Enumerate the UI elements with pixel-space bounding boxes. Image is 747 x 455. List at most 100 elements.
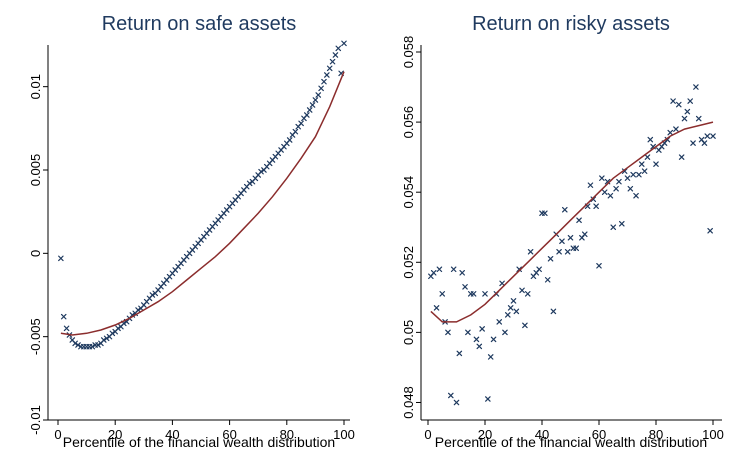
data-point-marker [304,112,310,118]
data-point-marker [433,305,440,311]
data-point-marker [607,192,614,199]
data-point-marker [318,85,324,92]
data-point-marker [456,350,463,357]
data-point-marker [516,266,523,273]
data-point-marker [326,65,333,72]
fit-line [60,71,345,336]
data-point-marker [332,52,339,58]
data-point-marker [576,217,582,224]
data-point-marker [329,58,336,65]
data-point-marker [335,45,342,52]
data-point-marker [638,161,645,167]
data-point-marker [641,168,648,174]
data-point-marker [502,329,508,336]
data-point-marker [522,322,528,329]
data-point-marker [462,284,468,290]
data-point-marker [667,129,674,136]
data-point-marker [621,168,628,174]
data-point-marker [613,185,619,192]
y-tick-label: -0.005 [28,318,43,355]
data-point-marker [536,266,542,273]
x-axis-label: Percentile of the financial wealth distr… [435,434,707,450]
data-point-marker [684,108,691,115]
data-point-marker [448,392,454,399]
data-point-marker [465,329,471,336]
data-point-marker [681,115,688,122]
data-point-marker [519,287,525,294]
x-tick-label: 20 [108,427,122,442]
data-point-marker [630,171,637,178]
data-point-marker [63,325,70,332]
data-point-marker [439,291,446,297]
data-point-marker [690,140,696,146]
data-point-marker [550,308,557,315]
data-point-marker [312,97,319,103]
data-point-marker [149,292,156,298]
data-point-marker [75,342,81,348]
chart-title: Return on risky assets [472,13,670,35]
data-point-marker [100,337,107,343]
x-tick-label: 80 [280,427,294,442]
data-point-marker [544,277,551,283]
data-point-marker [309,102,316,108]
data-point-marker [513,308,520,315]
data-point-marker [673,126,679,132]
fit-line [430,121,714,323]
data-point-marker [547,255,554,262]
data-point-marker [527,248,534,255]
data-point-marker [581,231,588,238]
data-point-marker [601,189,608,195]
data-point-marker [246,180,253,187]
y-tick-label: 0.054 [401,176,416,209]
data-point-marker [341,40,347,47]
y-tick-label: -0.01 [28,405,43,435]
data-point-marker [633,192,639,199]
data-point-marker [306,107,313,113]
data-point-marker [561,206,568,213]
data-point-marker [496,319,503,325]
data-point-marker [479,326,485,332]
data-point-marker [701,140,708,146]
data-point-marker [459,270,465,276]
y-tick-label: 0.056 [401,106,416,139]
data-point-marker [324,72,330,78]
x-tick-label: 40 [535,427,549,442]
data-point-marker [624,175,631,181]
y-tick-label: 0.048 [401,386,416,419]
data-point-marker [567,234,574,241]
data-point-marker [647,136,654,143]
y-tick-label: 0.052 [401,246,416,279]
data-point-marker [321,78,327,85]
data-point-marker [95,342,101,348]
data-point-marker [292,128,299,135]
data-point-marker [616,178,622,185]
data-point-marker [60,313,67,320]
y-tick-label: 0.01 [28,74,43,99]
y-tick-label: 0.005 [28,154,43,187]
x-tick-label: 0 [424,427,431,442]
data-point-marker [664,136,671,143]
data-point-marker [490,336,497,343]
data-point-marker [670,98,676,104]
data-point-marker [482,291,488,297]
data-point-marker [564,248,571,255]
data-point-marker [678,154,685,160]
data-point-marker [587,182,594,188]
data-point-marker [510,298,517,304]
data-point-marker [675,101,682,108]
data-point-marker [693,84,699,90]
data-point-marker [315,92,322,98]
data-point-marker [485,396,491,402]
data-point-marker [590,196,597,203]
data-point-marker [286,137,293,143]
data-point-marker [258,168,264,175]
data-point-marker [72,340,78,347]
x-tick-label: 20 [478,427,492,442]
data-point-marker [436,266,443,273]
data-point-marker [687,98,694,104]
x-ticks: 0 20 40 60 80 100 [54,420,355,442]
y-tick-label: 0 [28,250,43,257]
x-axis-label: Percentile of the financial wealth distr… [63,434,335,450]
x-tick-label: 40 [165,427,179,442]
y-tick-label: 0.05 [401,320,416,345]
